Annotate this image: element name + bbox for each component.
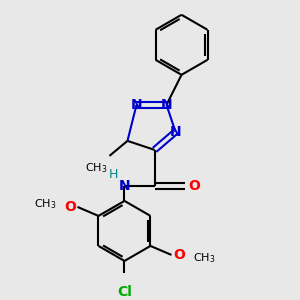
Text: CH$_3$: CH$_3$ (34, 197, 56, 211)
Text: O: O (188, 179, 200, 193)
Text: N: N (131, 98, 142, 112)
Text: N: N (170, 125, 181, 139)
Text: Cl: Cl (117, 285, 132, 299)
Text: O: O (64, 200, 76, 214)
Text: N: N (161, 98, 172, 112)
Text: CH$_3$: CH$_3$ (85, 161, 108, 175)
Text: O: O (173, 248, 185, 262)
Text: N: N (119, 179, 130, 193)
Text: CH$_3$: CH$_3$ (193, 251, 215, 265)
Text: H: H (109, 168, 118, 182)
